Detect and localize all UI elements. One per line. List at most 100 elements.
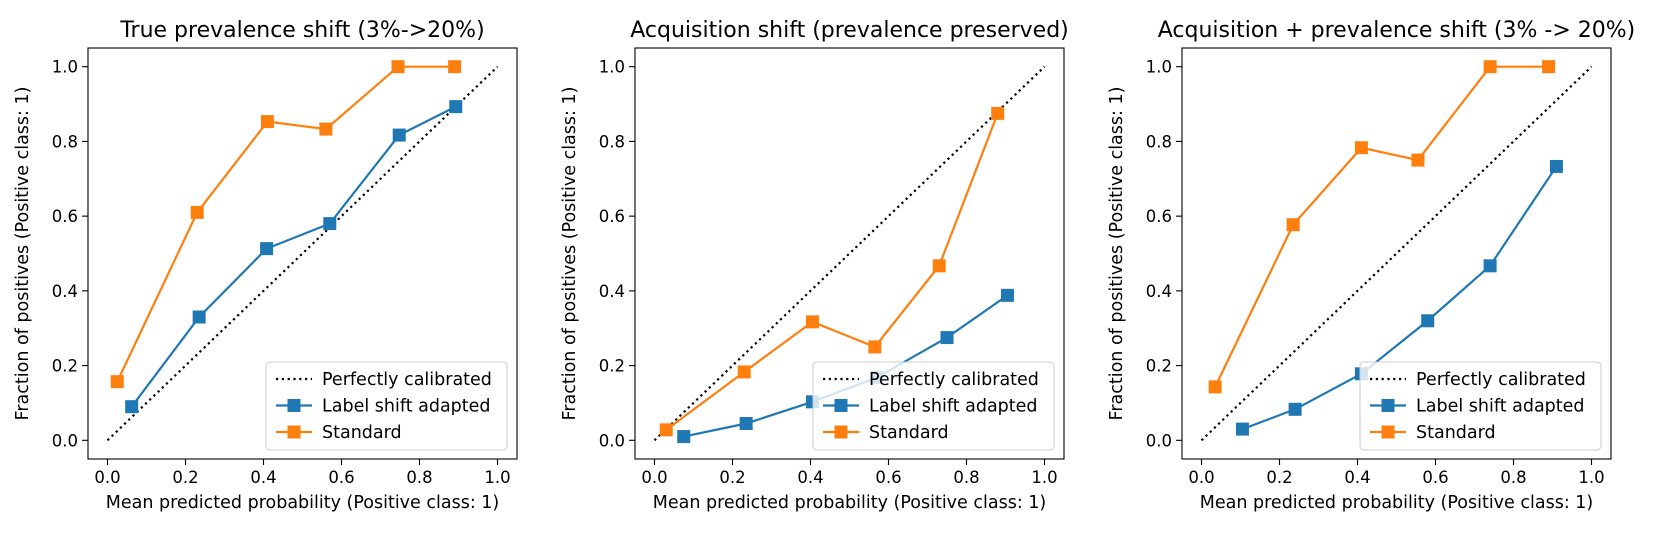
y-tick-label: 0.4 xyxy=(1146,282,1172,301)
x-axis-label: Mean predicted probability (Positive cla… xyxy=(653,493,1046,513)
x-tick-label: 0.8 xyxy=(953,468,979,487)
standard-point xyxy=(659,423,673,437)
x-tick-label: 0.8 xyxy=(406,468,432,487)
legend-label-perfectly-calibrated: Perfectly calibrated xyxy=(322,370,492,390)
legend-label-label-shift-adapted: Label shift adapted xyxy=(1416,397,1585,417)
legend-marker-standard xyxy=(834,425,848,439)
standard-line xyxy=(665,112,999,431)
standard-point xyxy=(319,122,333,136)
y-tick-label: 0.2 xyxy=(1146,357,1172,376)
chart-title: True prevalence shift (3%->20%) xyxy=(119,18,484,43)
label-shift-adapted-point xyxy=(192,310,206,324)
y-tick-label: 0.6 xyxy=(1146,207,1172,226)
y-tick-label: 0.0 xyxy=(52,431,78,450)
standard-line xyxy=(1214,65,1549,388)
x-tick-label: 0.8 xyxy=(1500,468,1526,487)
x-axis-label: Mean predicted probability (Positive cla… xyxy=(106,493,499,513)
standard-point xyxy=(1354,141,1368,155)
y-axis-label: Fraction of positives (Positive class: 1… xyxy=(1107,87,1127,421)
label-shift-adapted-point xyxy=(323,217,337,231)
y-tick-label: 0.0 xyxy=(599,431,625,450)
chart-title: Acquisition shift (prevalence preserved) xyxy=(630,18,1069,43)
label-shift-adapted-point xyxy=(392,128,406,142)
legend-box xyxy=(1359,361,1602,451)
y-tick-label: 0.2 xyxy=(52,357,78,376)
x-tick-label: 0.6 xyxy=(875,468,901,487)
standard-point xyxy=(991,106,1005,120)
legend-label-perfectly-calibrated: Perfectly calibrated xyxy=(869,370,1039,390)
legend-marker-label-shift-adapted xyxy=(287,399,301,412)
y-tick-label: 1.0 xyxy=(599,58,625,77)
standard-point xyxy=(1208,380,1222,394)
x-tick-label: 0.0 xyxy=(94,468,120,487)
legend: Perfectly calibrated Label shift adapted S… xyxy=(265,361,508,451)
legend-label-label-shift-adapted: Label shift adapted xyxy=(869,397,1038,417)
standard-point xyxy=(190,205,204,219)
label-shift-adapted-point xyxy=(677,430,691,444)
legend-marker-standard xyxy=(1381,425,1395,439)
label-shift-adapted-point xyxy=(1483,259,1497,273)
x-tick-label: 0.2 xyxy=(1266,468,1292,487)
y-tick-label: 0.4 xyxy=(52,282,78,301)
standard-point xyxy=(932,259,946,273)
standard-point xyxy=(1542,60,1556,74)
label-shift-adapted-point xyxy=(449,100,463,114)
x-tick-label: 0.6 xyxy=(328,468,354,487)
x-tick-label: 1.0 xyxy=(484,468,510,487)
y-tick-label: 0.6 xyxy=(52,207,78,226)
y-tick-label: 0.0 xyxy=(1146,431,1172,450)
x-tick-label: 0.6 xyxy=(1422,468,1448,487)
label-shift-adapted-point xyxy=(1235,422,1249,436)
standard-point xyxy=(448,60,462,74)
x-tick-label: 0.4 xyxy=(250,468,276,487)
standard-point xyxy=(868,340,882,354)
standard-point xyxy=(737,365,751,379)
chart-panel-3: Acquisition + prevalence shift (3% -> 20… xyxy=(1107,18,1635,513)
legend-marker-label-shift-adapted xyxy=(1381,399,1395,412)
chart-title: Acquisition + prevalence shift (3% -> 20… xyxy=(1158,18,1636,43)
chart-panel-2: Acquisition shift (prevalence preserved)… xyxy=(560,18,1069,513)
legend-box xyxy=(265,361,508,451)
label-shift-adapted-point xyxy=(940,331,954,345)
standard-point xyxy=(110,375,124,389)
standard-point xyxy=(1411,153,1425,167)
x-axis-label: Mean predicted probability (Positive cla… xyxy=(1200,493,1593,513)
label-shift-adapted-point xyxy=(1288,402,1302,416)
standard-line xyxy=(116,65,455,383)
legend-marker-standard xyxy=(287,425,301,439)
x-tick-label: 0.2 xyxy=(172,468,198,487)
y-tick-label: 1.0 xyxy=(1146,58,1172,77)
y-tick-label: 0.4 xyxy=(599,282,625,301)
standard-point xyxy=(1286,218,1300,232)
y-axis-label: Fraction of positives (Positive class: 1… xyxy=(560,87,580,421)
legend-label-perfectly-calibrated: Perfectly calibrated xyxy=(1416,370,1586,390)
y-tick-label: 1.0 xyxy=(52,58,78,77)
legend-box xyxy=(812,361,1055,451)
label-shift-adapted-point xyxy=(125,400,139,414)
x-tick-label: 0.0 xyxy=(1188,468,1214,487)
y-axis-label: Fraction of positives (Positive class: 1… xyxy=(13,87,33,421)
standard-point xyxy=(391,60,405,74)
legend-label-standard: Standard xyxy=(1416,423,1496,443)
x-tick-label: 0.4 xyxy=(797,468,823,487)
legend: Perfectly calibrated Label shift adapted S… xyxy=(1359,361,1602,451)
x-tick-label: 0.0 xyxy=(641,468,667,487)
legend-marker-label-shift-adapted xyxy=(834,399,848,412)
y-tick-label: 0.8 xyxy=(52,132,78,151)
label-shift-adapted-point xyxy=(1000,288,1014,302)
legend-label-standard: Standard xyxy=(322,423,402,443)
label-shift-adapted-line xyxy=(1242,165,1558,431)
x-tick-label: 0.2 xyxy=(719,468,745,487)
x-tick-label: 0.4 xyxy=(1344,468,1370,487)
label-shift-adapted-point xyxy=(1421,314,1435,328)
legend: Perfectly calibrated Label shift adapted S… xyxy=(812,361,1055,451)
label-shift-adapted-point xyxy=(739,417,753,431)
x-tick-label: 1.0 xyxy=(1578,468,1604,487)
label-shift-adapted-point xyxy=(260,242,274,256)
y-tick-label: 0.6 xyxy=(599,207,625,226)
chart-panel-1: True prevalence shift (3%->20%) 0.0 0.2 0.4… xyxy=(13,18,518,513)
standard-point xyxy=(260,115,274,129)
label-shift-adapted-point xyxy=(1549,159,1563,173)
y-tick-label: 0.8 xyxy=(1146,132,1172,151)
